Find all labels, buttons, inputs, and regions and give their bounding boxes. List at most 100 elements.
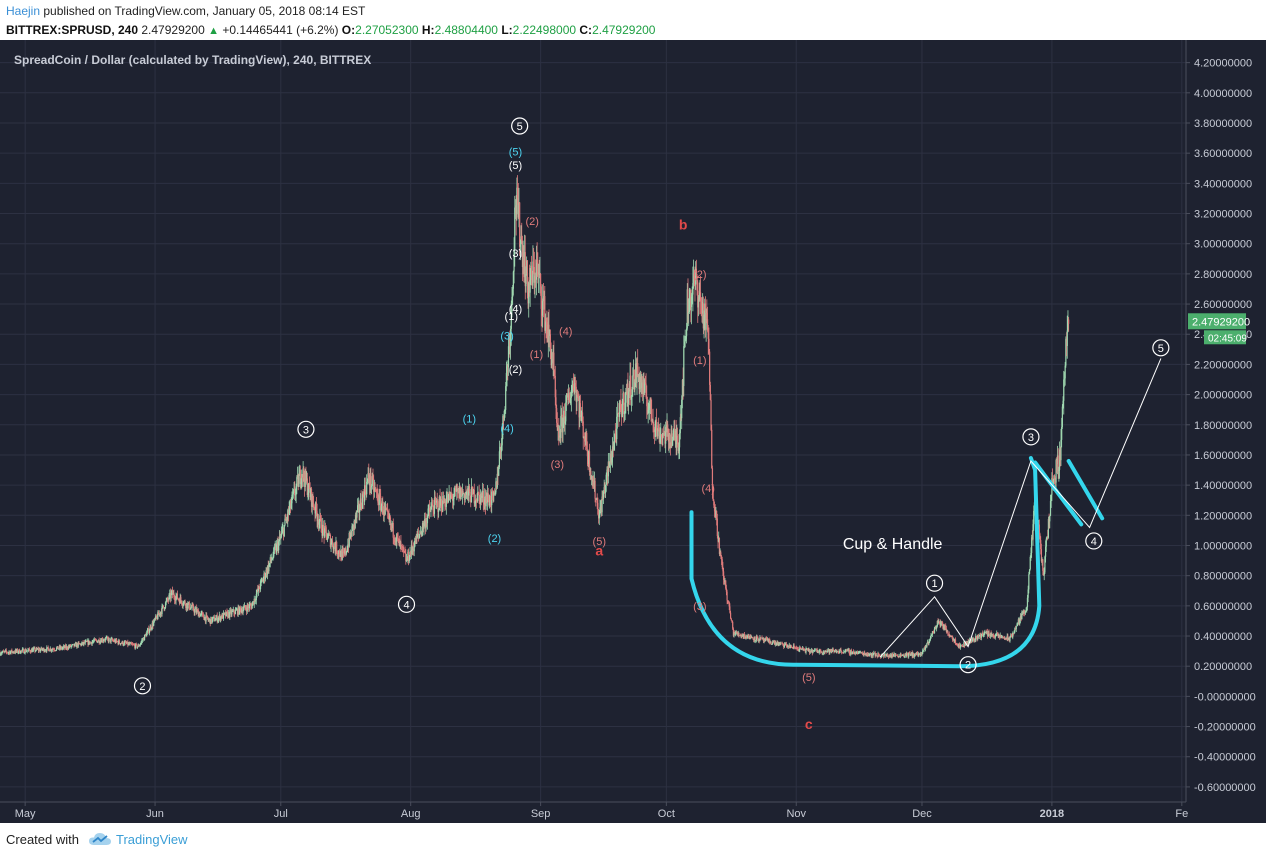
candle-body bbox=[343, 551, 345, 554]
candle-body bbox=[681, 379, 684, 400]
time-axis[interactable]: May Jun Jul Aug Sep Oct Nov Dec 2018 Fe bbox=[15, 802, 1188, 820]
candle-body bbox=[288, 508, 290, 514]
candle-body bbox=[190, 607, 192, 610]
candle-body bbox=[920, 653, 922, 655]
candle-body bbox=[548, 324, 550, 336]
candle-body bbox=[551, 359, 554, 364]
candle-body bbox=[1067, 319, 1069, 331]
candle-body bbox=[558, 435, 561, 438]
candle-body bbox=[4, 650, 6, 652]
candle-body bbox=[570, 390, 572, 398]
candle-body bbox=[572, 384, 574, 386]
price-chart[interactable]: 234512345(1)(2)(3)(4)(5)(5)(3)(4)(1)(2)(… bbox=[0, 40, 1266, 823]
candle-body bbox=[924, 645, 927, 650]
candle-body bbox=[803, 649, 805, 651]
candle-body bbox=[787, 645, 790, 647]
candle-body bbox=[982, 635, 985, 637]
candle-body bbox=[991, 634, 994, 635]
candle-body bbox=[773, 641, 775, 643]
candle-body bbox=[1061, 427, 1063, 440]
candle-body bbox=[1005, 638, 1007, 639]
candle-body bbox=[821, 651, 823, 654]
candle-body bbox=[276, 542, 278, 545]
author-link[interactable]: Haejin bbox=[6, 4, 41, 18]
candle-body bbox=[533, 261, 535, 268]
candle-body bbox=[431, 503, 433, 506]
candle-body bbox=[5, 650, 7, 652]
candle-body bbox=[463, 493, 465, 495]
candle-body bbox=[581, 412, 583, 416]
candle-body bbox=[672, 439, 674, 446]
candle-body bbox=[831, 650, 833, 652]
candle-body bbox=[840, 649, 842, 651]
price-axis-background bbox=[1186, 40, 1266, 802]
candle-body bbox=[12, 651, 14, 653]
candle-body bbox=[938, 621, 940, 623]
candle-body bbox=[469, 491, 471, 502]
candle-body bbox=[328, 534, 330, 536]
candle-body bbox=[909, 652, 911, 656]
candle-body bbox=[384, 506, 386, 510]
candle-body bbox=[857, 651, 859, 654]
candle-body bbox=[790, 646, 792, 648]
candle-body bbox=[275, 546, 277, 553]
candle-body bbox=[878, 655, 880, 656]
candle-body bbox=[652, 419, 654, 424]
candle-body bbox=[543, 296, 545, 302]
candle-body bbox=[686, 289, 688, 329]
candle-body bbox=[1017, 623, 1019, 625]
candle-body bbox=[182, 604, 184, 606]
candle-body bbox=[116, 639, 118, 642]
high-label: H: bbox=[421, 23, 435, 37]
candle-body bbox=[586, 449, 589, 457]
candle-body bbox=[755, 636, 758, 641]
candle-body bbox=[145, 634, 147, 637]
tradingview-link[interactable]: TradingView bbox=[116, 832, 188, 847]
candle-body bbox=[799, 647, 801, 651]
candle-body bbox=[479, 493, 482, 505]
candle-body bbox=[106, 637, 109, 639]
candle-body bbox=[21, 649, 23, 651]
candle-body bbox=[91, 641, 93, 645]
candle-body bbox=[42, 649, 44, 651]
candle-body bbox=[662, 433, 665, 436]
candle-body bbox=[950, 636, 952, 637]
candle-body bbox=[740, 635, 742, 637]
candle-body bbox=[524, 252, 526, 287]
candle-body bbox=[255, 600, 257, 601]
candle-body bbox=[774, 641, 776, 645]
candle-body bbox=[250, 605, 253, 609]
candle-body bbox=[501, 430, 503, 446]
candle-body bbox=[820, 649, 822, 653]
candle-body bbox=[576, 395, 578, 402]
candle-body bbox=[102, 640, 104, 642]
candle-body bbox=[820, 651, 822, 653]
candle-body bbox=[475, 499, 477, 501]
candle-body bbox=[554, 375, 556, 398]
candle-body bbox=[725, 588, 728, 592]
candle-body bbox=[526, 260, 528, 274]
candle-body bbox=[21, 650, 23, 652]
candle-body bbox=[408, 551, 410, 562]
candle-body bbox=[1002, 636, 1004, 638]
candle-body bbox=[818, 650, 820, 653]
candle-body bbox=[32, 648, 35, 650]
candle-body bbox=[622, 393, 624, 405]
candle-body bbox=[279, 536, 281, 539]
candle-body bbox=[378, 493, 380, 505]
candle-body bbox=[838, 650, 841, 654]
cyan-wave-label: (4) bbox=[500, 423, 513, 435]
symbol-label: BITTREX:SPRUSD, 240 bbox=[6, 23, 139, 37]
candle-body bbox=[48, 648, 50, 652]
y-tick-label: 0.80000000 bbox=[1194, 571, 1252, 583]
candle-body bbox=[317, 519, 319, 522]
candle-body bbox=[658, 425, 660, 430]
candle-body bbox=[363, 494, 365, 502]
candle-body bbox=[934, 626, 936, 628]
candle-body bbox=[160, 611, 162, 614]
candle-body bbox=[577, 395, 579, 397]
candle-body bbox=[1064, 365, 1066, 379]
candle-body bbox=[627, 383, 629, 404]
candle-body bbox=[149, 626, 151, 631]
candle-body bbox=[525, 273, 527, 287]
